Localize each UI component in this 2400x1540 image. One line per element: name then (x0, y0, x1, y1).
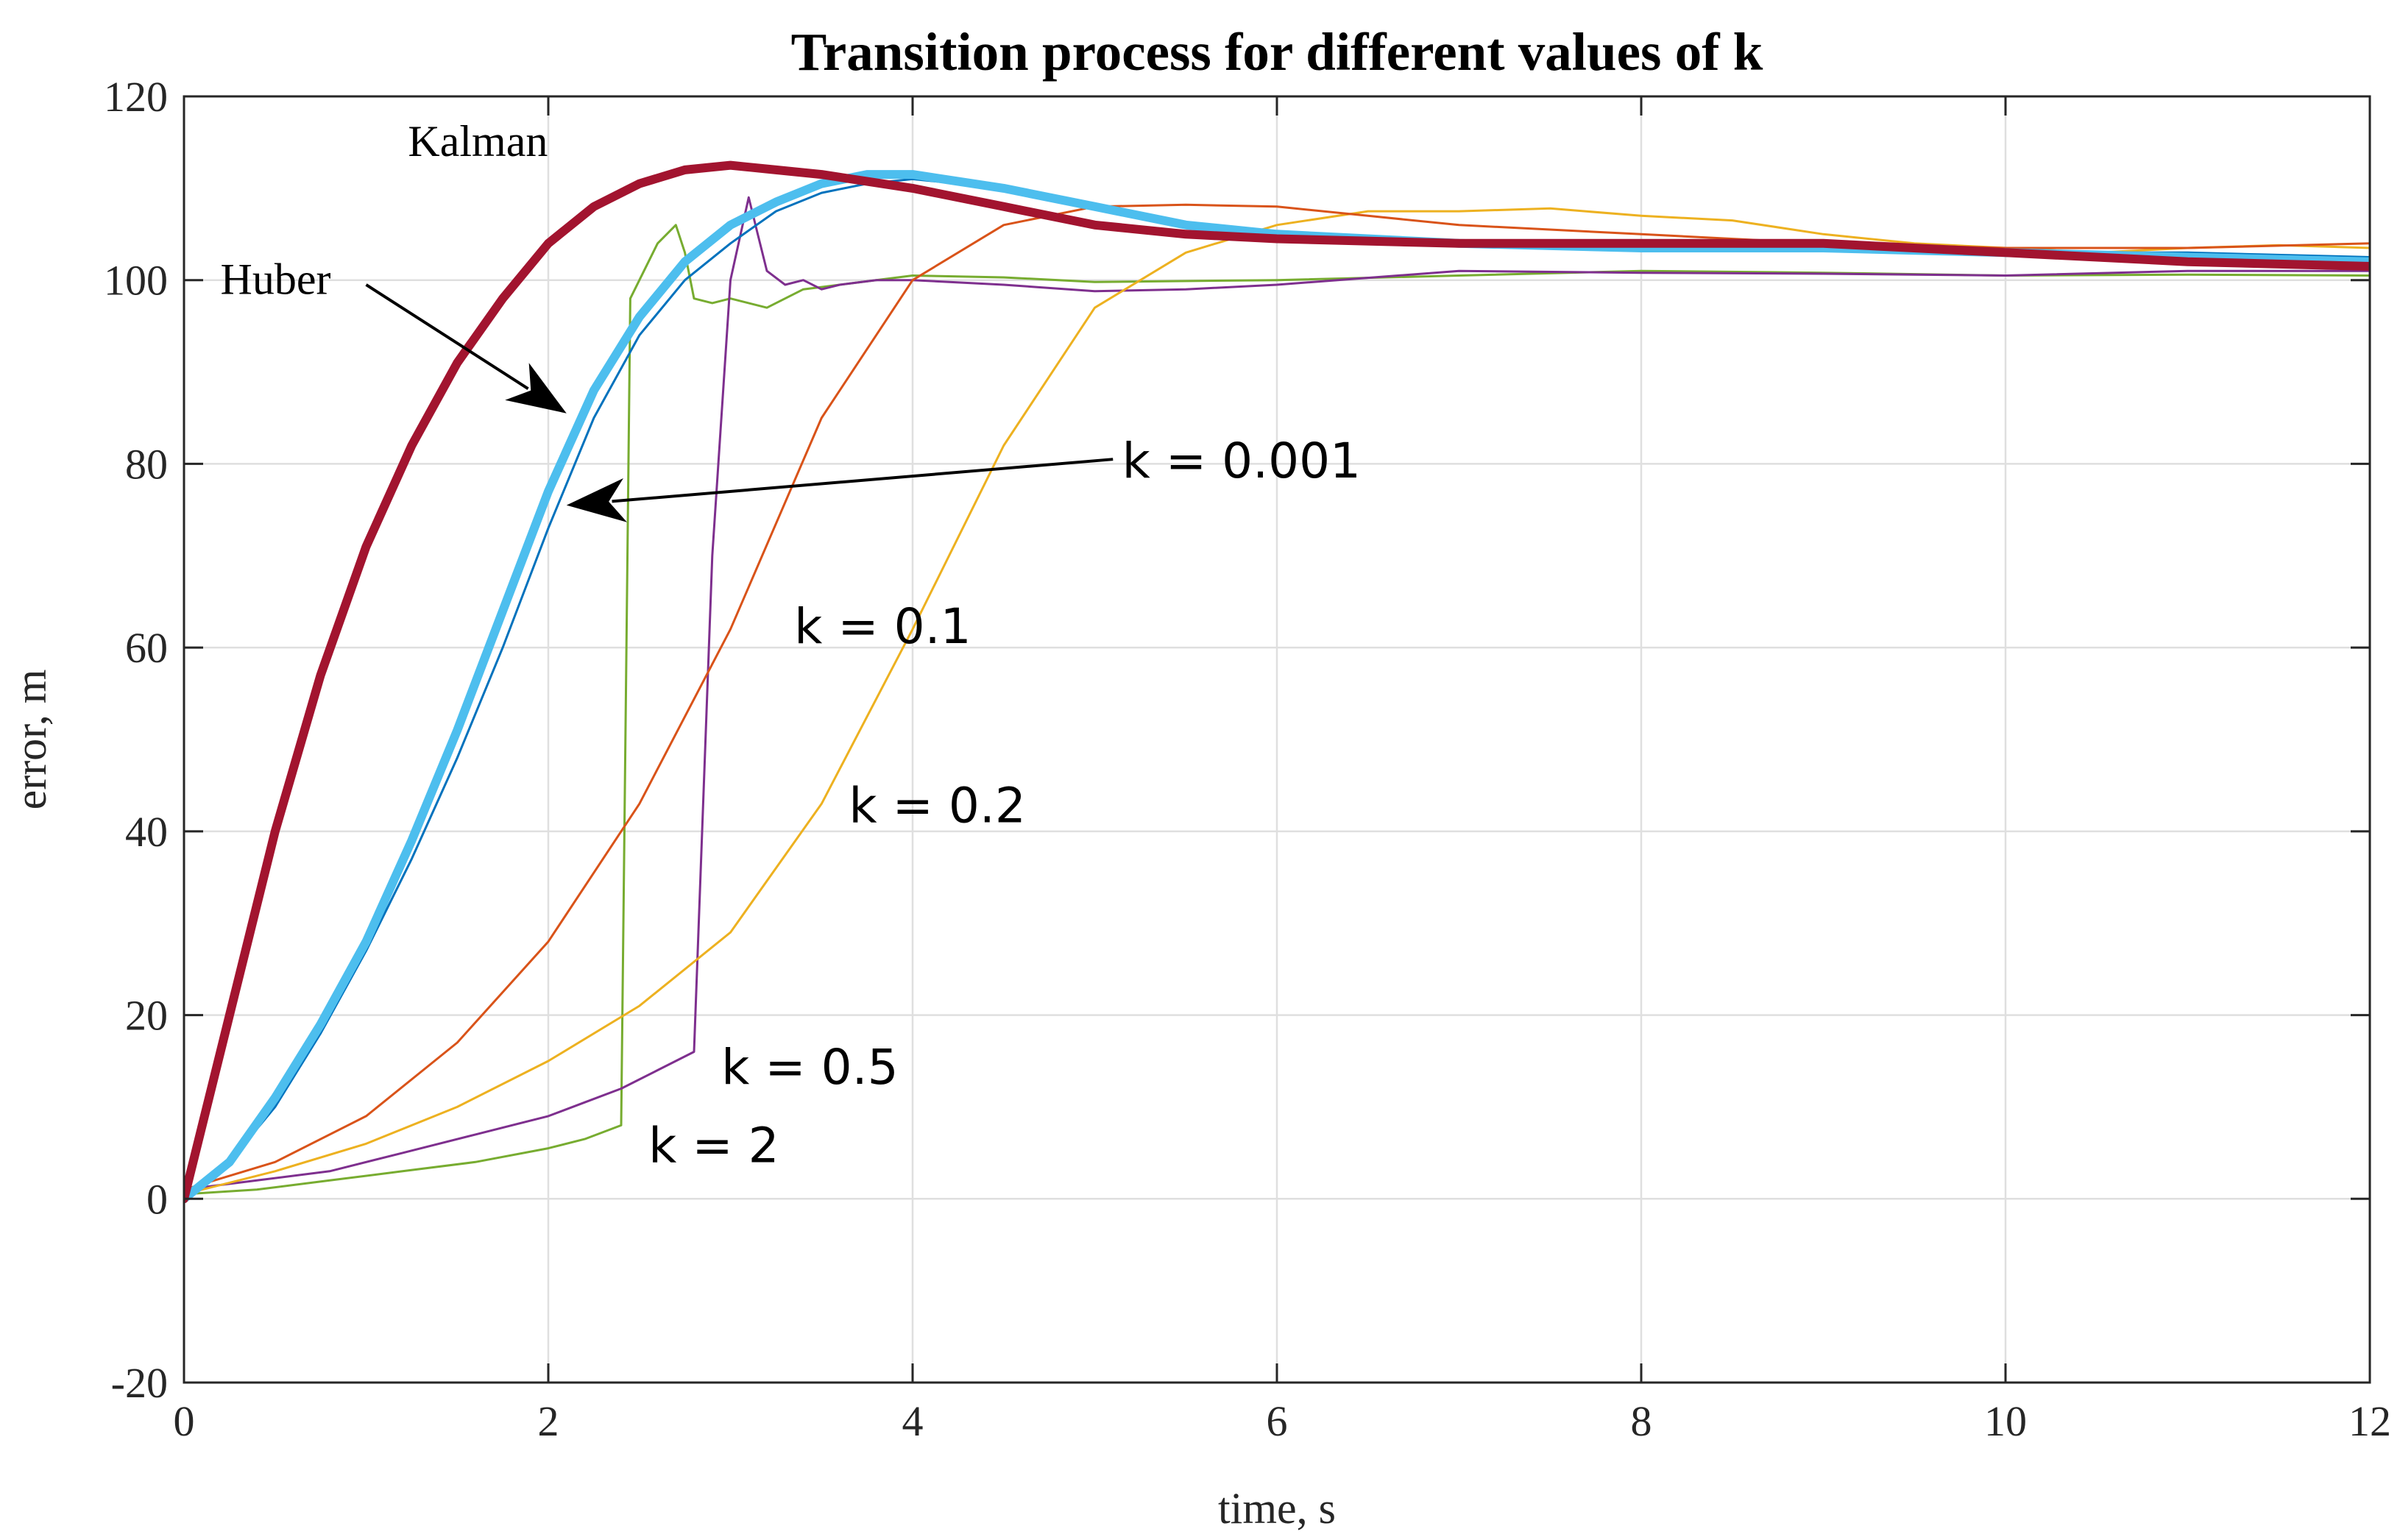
y-tick-label: 40 (125, 808, 168, 856)
annotation-kalman: Kalman (408, 117, 548, 166)
annotation-huber: Huber (221, 255, 331, 303)
y-tick-label: -20 (111, 1359, 168, 1407)
annotation-arrow-shaft (612, 458, 1114, 503)
series-group (184, 160, 2370, 1204)
annotation-k-0-1: k = 0.1 (794, 598, 971, 655)
y-tick-label: 80 (125, 440, 168, 488)
y-tick-label: 120 (104, 73, 168, 121)
annotation-arrow-head (566, 478, 627, 522)
x-tick-label: 8 (1631, 1397, 1652, 1445)
x-tick-label: 4 (902, 1397, 924, 1445)
annotation-k-0-2: k = 0.2 (849, 777, 1025, 834)
series-line-k-0-5 (184, 196, 2370, 1191)
y-tick-label: 100 (104, 257, 168, 305)
x-tick-label: 0 (174, 1397, 195, 1445)
y-axis-label: error, m (7, 670, 55, 810)
annotation-k-2: k = 2 (648, 1117, 779, 1174)
y-tick-label: 60 (125, 624, 168, 672)
annotations: Kalman Huber k = 0.001 k = 0.1 k = 0.2 k = 0.… (221, 117, 1362, 1174)
annotation-k-0-5: k = 0.5 (721, 1039, 898, 1096)
y-tick-label: 0 (146, 1175, 168, 1223)
y-tick-label: 20 (125, 992, 168, 1040)
x-tick-label: 12 (2348, 1397, 2391, 1445)
x-tick-label: 2 (538, 1397, 559, 1445)
x-tick-label: 10 (1984, 1397, 2027, 1445)
annotation-k-0-001: k = 0.001 (1122, 433, 1361, 489)
x-tick-label: 6 (1267, 1397, 1288, 1445)
annotation-arrow-head (505, 363, 567, 414)
x-axis-label: time, s (1218, 1484, 1336, 1533)
series-line-k-2 (184, 224, 2370, 1196)
annotation-arrow-shaft (365, 283, 529, 390)
series-line-kalman (184, 160, 2370, 1204)
chart-title: Transition process for different values … (791, 22, 1763, 82)
